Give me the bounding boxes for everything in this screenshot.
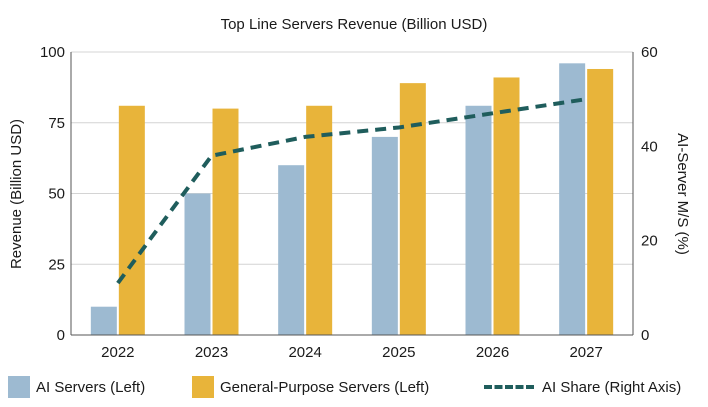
y-tick-left-0: 0: [57, 327, 65, 344]
bar-ai-servers-2024: [278, 165, 305, 335]
legend-swatch-general-purpose: [192, 376, 214, 398]
y-tick-right-20: 20: [641, 233, 658, 250]
x-tick-2027: 2027: [569, 344, 602, 361]
legend-label-ai-share: AI Share (Right Axis): [542, 378, 682, 396]
bar-ai-servers-2026: [465, 105, 492, 336]
bar-general-purpose-2024: [306, 105, 333, 336]
y-axis-title-right: AI-Server M/S (%): [674, 133, 691, 255]
legend-item-ai-share: AI Share (Right Axis): [484, 374, 681, 400]
legend-label-ai-servers: AI Servers (Left): [36, 378, 146, 396]
x-tick-2023: 2023: [195, 344, 228, 361]
y-axis-title-left: Revenue (Billion USD): [8, 119, 25, 269]
legend-swatch-ai-servers: [8, 376, 30, 398]
legend: AI Servers (Left) General-Purpose Server…: [8, 374, 708, 400]
legend-line-ai-share: [484, 385, 534, 389]
grid-lines: [71, 51, 633, 265]
y-tick-left-25: 25: [48, 256, 65, 273]
y-tick-left-75: 75: [48, 115, 65, 132]
tick-labels: 0 25 50 75 100 0 20 40 60 2022 2023 2024 2025 2026 202…: [40, 44, 658, 361]
legend-item-ai-servers: AI Servers (Left): [8, 374, 145, 400]
line-ai-share: [116, 97, 587, 285]
x-tick-2025: 2025: [382, 344, 415, 361]
legend-label-general-purpose: General-Purpose Servers (Left): [220, 378, 430, 396]
bar-general-purpose-2026: [493, 77, 520, 335]
chart-title: Top Line Servers Revenue (Billion USD): [221, 16, 488, 33]
axes: [70, 52, 634, 336]
x-tick-2022: 2022: [101, 344, 134, 361]
bar-ai-servers-2023: [184, 193, 211, 335]
bar-ai-servers-2027: [559, 63, 586, 335]
x-tick-2024: 2024: [288, 344, 321, 361]
y-tick-left-50: 50: [48, 186, 65, 203]
bar-general-purpose-2023: [212, 108, 239, 335]
bar-ai-servers-2025: [371, 136, 398, 335]
chart: Top Line Servers Revenue (Billion USD) 0…: [8, 16, 691, 361]
ai-share-line: [116, 97, 587, 285]
bar-general-purpose-2025: [399, 83, 426, 335]
y-tick-left-100: 100: [40, 44, 65, 61]
y-tick-right-0: 0: [641, 327, 649, 344]
bar-ai-servers-2022: [90, 306, 117, 335]
y-tick-right-60: 60: [641, 44, 658, 61]
legend-item-general-purpose: General-Purpose Servers (Left): [192, 374, 429, 400]
bars: [90, 63, 614, 336]
bar-general-purpose-2027: [587, 68, 614, 335]
bar-general-purpose-2022: [118, 105, 145, 336]
y-tick-right-40: 40: [641, 138, 658, 155]
x-tick-2026: 2026: [476, 344, 509, 361]
